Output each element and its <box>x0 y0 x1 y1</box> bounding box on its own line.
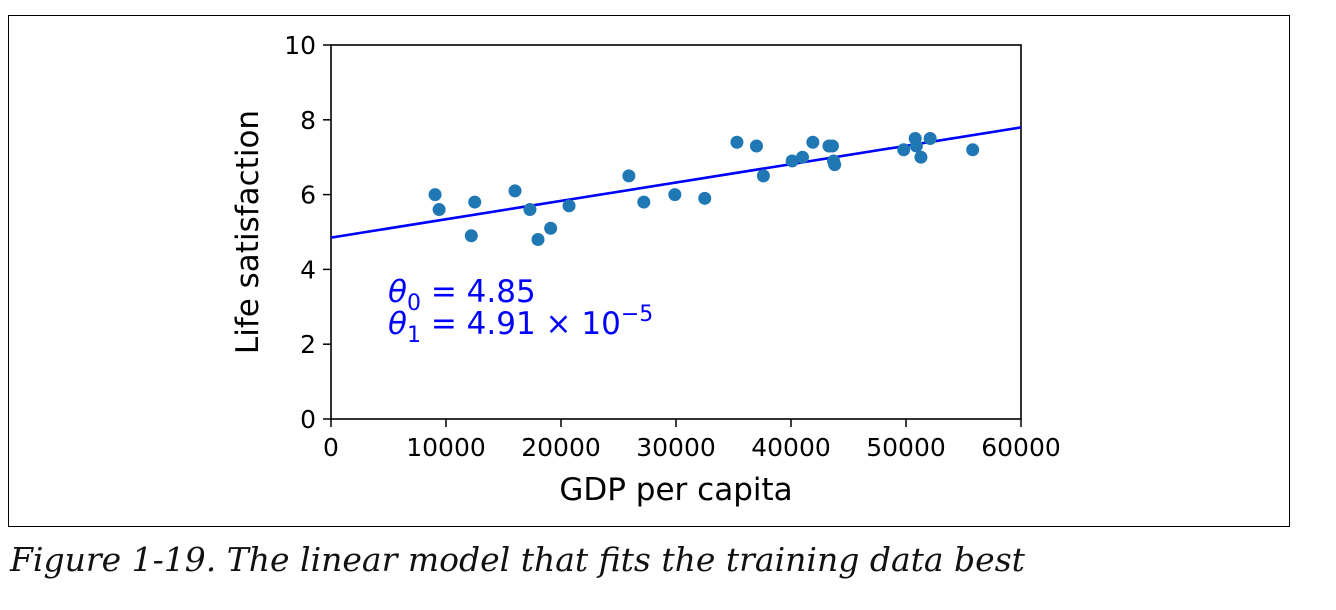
data-point <box>897 143 911 157</box>
data-point <box>668 188 682 202</box>
x-tick-label: 40000 <box>751 433 831 462</box>
theta1-exponent: −5 <box>621 302 653 327</box>
theta1-value: = 4.91 × 10 <box>421 306 621 342</box>
data-point <box>508 184 522 198</box>
theta0-value: = 4.85 <box>421 274 536 310</box>
data-point <box>828 158 842 172</box>
data-point <box>464 229 478 243</box>
x-tick-label: 60000 <box>981 433 1061 462</box>
y-tick-label: 2 <box>300 330 316 359</box>
plot-area <box>330 44 1022 420</box>
x-tick-label: 30000 <box>636 433 716 462</box>
x-tick-label: 50000 <box>866 433 946 462</box>
x-axis-ticks: 0 10000 20000 30000 40000 50000 60000 <box>323 419 1061 462</box>
x-tick-label: 20000 <box>521 433 601 462</box>
theta0-subscript: 0 <box>407 291 421 316</box>
data-point <box>730 135 744 149</box>
y-axis-label: Life satisfaction <box>230 110 266 354</box>
data-point <box>562 199 576 213</box>
theta1-symbol: θ <box>388 306 407 342</box>
theta1-subscript: 1 <box>407 323 421 348</box>
data-point <box>796 150 809 164</box>
data-point <box>622 169 636 183</box>
points-group <box>428 132 980 246</box>
data-point <box>432 203 446 217</box>
x-axis-label: GDP per capita <box>559 472 792 508</box>
data-point <box>756 169 770 183</box>
y-tick-label: 6 <box>300 181 316 210</box>
data-point <box>909 139 923 153</box>
figure-frame <box>8 15 1290 527</box>
x-tick-label: 0 <box>323 433 339 462</box>
y-tick-label: 8 <box>300 106 316 135</box>
data-point <box>966 143 980 157</box>
data-point <box>428 188 442 202</box>
axes-box <box>330 44 1022 420</box>
figure-caption: Figure 1-19. The linear model that fits … <box>10 540 1025 579</box>
data-point <box>468 195 482 209</box>
data-point <box>531 232 545 246</box>
data-point <box>637 195 651 209</box>
data-point <box>914 150 928 164</box>
theta0-annotation: θ0 = 4.85 <box>388 274 536 316</box>
y-tick-label: 10 <box>284 31 316 60</box>
scatter-chart: 0 10000 20000 30000 40000 50000 60000 0246810 … <box>230 31 1061 508</box>
data-point <box>785 154 799 168</box>
data-point <box>544 221 558 235</box>
data-point <box>806 135 820 149</box>
y-tick-label: 0 <box>300 405 316 434</box>
theta0-symbol: θ <box>388 274 407 310</box>
x-tick-label: 10000 <box>406 433 486 462</box>
data-point <box>698 191 712 205</box>
data-point <box>923 132 937 145</box>
y-axis-ticks: 0 2 4 6 8 10 <box>284 31 331 434</box>
data-point <box>750 139 763 153</box>
y-tick-label: 4 <box>300 255 316 284</box>
data-point <box>825 139 839 153</box>
theta1-annotation: θ1 = 4.91 × 10−5 <box>388 302 653 348</box>
data-point <box>523 203 537 217</box>
